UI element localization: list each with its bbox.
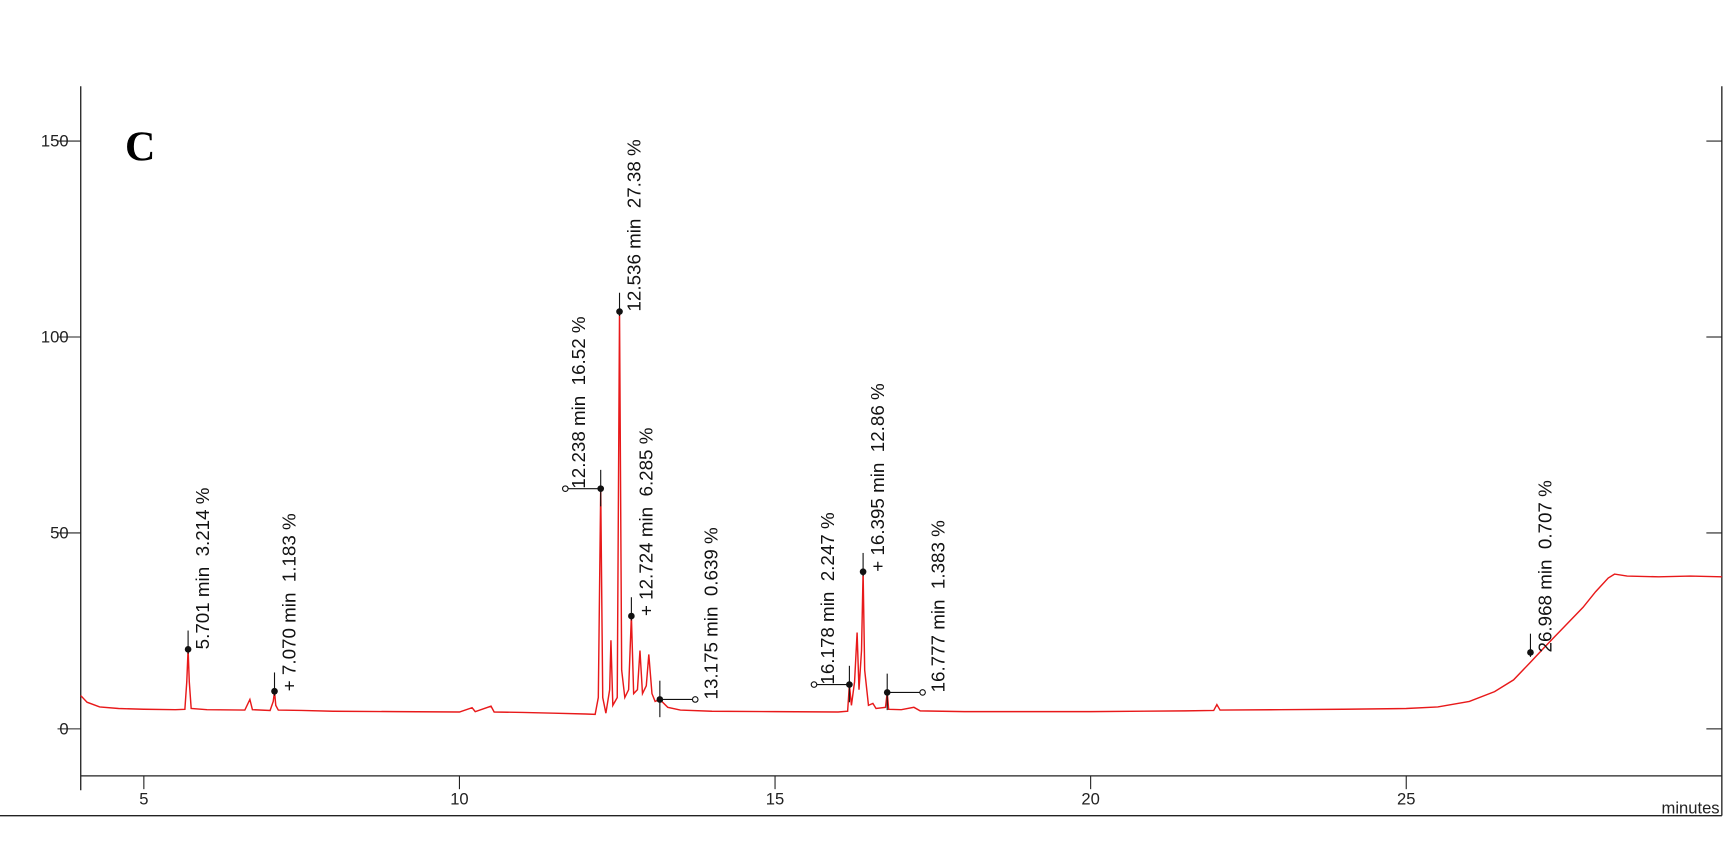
peak-marker — [656, 696, 664, 703]
peak-label: 16.178 min 2.247 % — [817, 512, 838, 685]
x-tick-label: 10 — [450, 790, 468, 809]
peak-marker — [846, 681, 853, 688]
peak-marker — [271, 687, 278, 695]
peak-label: + 12.724 min 6.285 % — [635, 427, 656, 616]
y-tick-label: 100 — [41, 328, 69, 347]
y-tick-label: 50 — [50, 523, 68, 542]
peak-marker — [883, 689, 891, 696]
x-tick-label: 5 — [139, 790, 148, 809]
x-tick-label: 15 — [766, 790, 784, 809]
x-tick-label: 20 — [1081, 790, 1099, 809]
x-axis-label: minutes — [1662, 798, 1720, 817]
peak-marker — [628, 612, 635, 620]
y-tick-label: 0 — [59, 719, 68, 738]
peak-marker — [597, 485, 605, 492]
bracket-end — [919, 689, 926, 696]
bracket-end — [562, 485, 569, 492]
y-tick-label: 150 — [41, 132, 69, 151]
peak-label: 26.968 min 0.707 % — [1534, 480, 1555, 653]
peak-marker — [859, 568, 867, 576]
peak-label: 16.777 min 1.383 % — [928, 520, 949, 693]
peak-marker — [184, 646, 192, 653]
peak-label: + 7.070 min 1.183 % — [279, 513, 300, 691]
peak-marker — [1527, 649, 1534, 656]
bracket-end — [810, 681, 818, 688]
peak-label: 5.701 min 3.214 % — [192, 487, 213, 649]
peak-label: 12.238 min 16.52 % — [568, 316, 589, 489]
x-tick-label: 25 — [1397, 790, 1415, 809]
bracket-end — [691, 696, 699, 703]
peak-marker — [616, 308, 623, 315]
peak-label: 12.536 min 27.38 % — [624, 139, 645, 312]
peak-label: 13.175 min 0.639 % — [700, 527, 721, 700]
panel-label: C — [125, 124, 155, 170]
trace — [80, 311, 1722, 716]
peak-label: + 16.395 min 12.86 % — [867, 383, 888, 572]
